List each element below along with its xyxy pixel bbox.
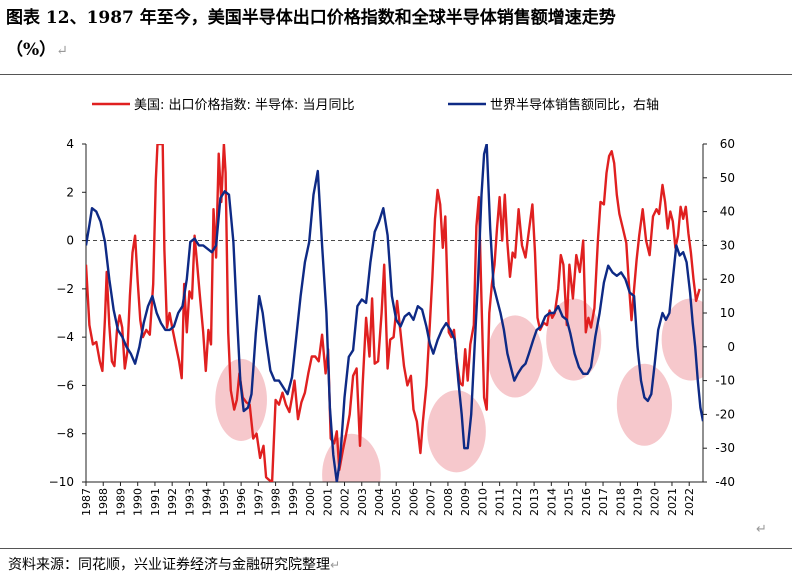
left-tick-label: −6: [56, 378, 74, 392]
source-text: 资料来源：同花顺，兴业证券经济与金融研究院整理: [8, 557, 330, 573]
top-rule: [0, 74, 792, 75]
right-tick-label: -40: [715, 475, 735, 489]
figure-title: 图表 12、1987 年至今，美国半导体出口价格指数和全球半导体销售额增速走势 …: [6, 2, 786, 67]
x-tick-label: 1993: [183, 488, 196, 516]
x-tick-label: 2014: [545, 488, 558, 516]
right-tick-label: -30: [715, 441, 735, 455]
x-tick-label: 1988: [97, 488, 110, 516]
x-tick-label: 1992: [166, 488, 179, 516]
x-tick-label: 2003: [356, 488, 369, 516]
x-tick-label: 1998: [270, 488, 283, 516]
chart-area: 420−2−4−6−8−106050403020100-10-20-30-401…: [49, 97, 735, 516]
x-tick-label: 2008: [442, 488, 455, 516]
x-tick-label: 2007: [425, 488, 438, 516]
x-tick-label: 2010: [476, 488, 489, 516]
figure-title-line2: （%）: [6, 40, 57, 60]
source-note: 资料来源：同花顺，兴业证券经济与金融研究院整理↵: [8, 554, 340, 574]
x-tick-label: 2015: [563, 488, 576, 516]
right-tick-label: 30: [720, 238, 735, 252]
return-mark: ↵: [756, 522, 767, 537]
x-tick-label: 2005: [390, 488, 403, 516]
x-tick-label: 1996: [235, 488, 248, 516]
x-tick-label: 1995: [218, 488, 231, 516]
right-tick-label: 20: [720, 272, 735, 286]
right-tick-label: -20: [715, 407, 735, 421]
series-group: [86, 144, 703, 482]
x-tick-label: 2001: [321, 488, 334, 516]
bottom-rule: [0, 548, 792, 549]
return-mark: ↵: [56, 43, 68, 59]
highlight-ellipse: [215, 358, 267, 441]
left-tick-label: 4: [66, 137, 74, 151]
x-tick-label: 2018: [614, 488, 627, 516]
right-tick-label: 10: [720, 306, 735, 320]
x-tick-label: 2009: [459, 488, 472, 516]
x-tick-label: 1991: [149, 488, 162, 516]
x-tick-label: 1987: [80, 488, 93, 516]
right-tick-label: 40: [720, 205, 735, 219]
x-tick-label: 1994: [201, 488, 214, 516]
x-tick-label: 2002: [339, 488, 352, 516]
world-sales-line: [86, 144, 703, 482]
right-tick-label: 50: [720, 171, 735, 185]
x-tick-label: 2021: [666, 488, 679, 516]
left-tick-label: −10: [49, 475, 74, 489]
x-tick-label: 1999: [287, 488, 300, 516]
legend-label-us-price: 美国: 出口价格指数: 半导体: 当月同比: [134, 97, 355, 113]
x-tick-label: 2006: [407, 488, 420, 516]
x-tick-label: 2004: [373, 488, 386, 516]
return-mark: ↵: [330, 558, 341, 572]
x-tick-label: 2000: [304, 488, 317, 516]
right-tick-label: -10: [715, 374, 735, 388]
x-tick-label: 2016: [580, 488, 593, 516]
legend-label-world-sales: 世界半导体销售额同比，右轴: [490, 97, 659, 113]
x-tick-label: 1989: [114, 488, 127, 516]
highlight-group: [215, 298, 703, 482]
right-tick-label: 0: [727, 340, 735, 354]
x-tick-label: 1990: [132, 488, 145, 516]
left-tick-label: 2: [66, 185, 74, 199]
left-tick-label: −8: [56, 427, 74, 441]
x-tick-label: 1997: [252, 488, 265, 516]
x-tick-label: 2011: [494, 488, 507, 516]
left-tick-label: −2: [56, 282, 74, 296]
right-tick-label: 60: [720, 137, 735, 151]
highlight-ellipse: [616, 363, 672, 446]
figure-title-line1: 图表 12、1987 年至今，美国半导体出口价格指数和全球半导体销售额增速走势: [6, 8, 616, 28]
x-tick-label: 2012: [511, 488, 524, 516]
left-tick-label: −4: [56, 330, 74, 344]
x-tick-label: 2019: [632, 488, 645, 516]
x-tick-label: 2017: [597, 488, 610, 516]
highlight-ellipse: [427, 390, 486, 473]
left-tick-label: 0: [66, 234, 74, 248]
highlight-ellipse: [487, 315, 543, 398]
x-tick-label: 2022: [683, 488, 696, 516]
x-tick-label: 2020: [649, 488, 662, 516]
x-tick-label: 2013: [528, 488, 541, 516]
